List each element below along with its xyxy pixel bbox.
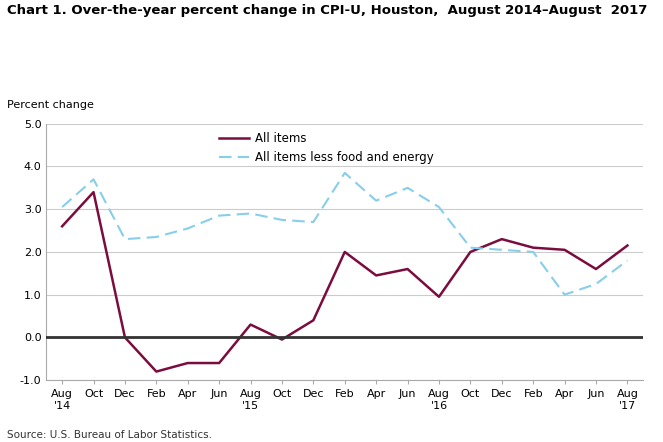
All items	[435, 294, 443, 300]
All items	[466, 249, 474, 255]
All items less food and energy	[215, 213, 223, 218]
Legend: All items, All items less food and energy: All items, All items less food and energ…	[219, 132, 434, 164]
All items less food and energy	[498, 247, 506, 252]
All items less food and energy	[341, 170, 349, 175]
All items less food and energy	[90, 177, 97, 182]
All items less food and energy	[152, 234, 160, 240]
All items	[341, 249, 349, 255]
All items less food and energy	[623, 258, 631, 263]
All items less food and energy	[404, 185, 412, 191]
All items	[404, 267, 412, 272]
All items less food and energy	[58, 204, 66, 210]
All items less food and energy	[529, 249, 537, 255]
All items	[278, 337, 286, 342]
All items less food and energy	[561, 292, 569, 297]
All items	[58, 224, 66, 229]
Line: All items: All items	[62, 192, 627, 372]
All items less food and energy	[278, 217, 286, 222]
All items	[184, 360, 192, 366]
All items	[215, 360, 223, 366]
All items	[372, 273, 380, 278]
All items	[121, 335, 129, 340]
All items less food and energy	[310, 219, 318, 225]
Line: All items less food and energy: All items less food and energy	[62, 173, 627, 295]
All items	[529, 245, 537, 250]
Text: Chart 1. Over-the-year percent change in CPI-U, Houston,  August 2014–August  20: Chart 1. Over-the-year percent change in…	[7, 4, 647, 17]
All items less food and energy	[247, 211, 255, 216]
All items less food and energy	[372, 198, 380, 203]
All items	[152, 369, 160, 374]
All items	[498, 236, 506, 242]
Text: Source: U.S. Bureau of Labor Statistics.: Source: U.S. Bureau of Labor Statistics.	[7, 430, 211, 440]
Text: Percent change: Percent change	[7, 100, 93, 110]
All items	[90, 190, 97, 195]
All items less food and energy	[121, 236, 129, 242]
All items	[623, 243, 631, 248]
All items	[310, 318, 318, 323]
All items less food and energy	[435, 204, 443, 210]
All items	[247, 322, 255, 327]
All items less food and energy	[592, 282, 600, 287]
All items less food and energy	[466, 245, 474, 250]
All items less food and energy	[184, 226, 192, 231]
All items	[561, 247, 569, 252]
All items	[592, 267, 600, 272]
